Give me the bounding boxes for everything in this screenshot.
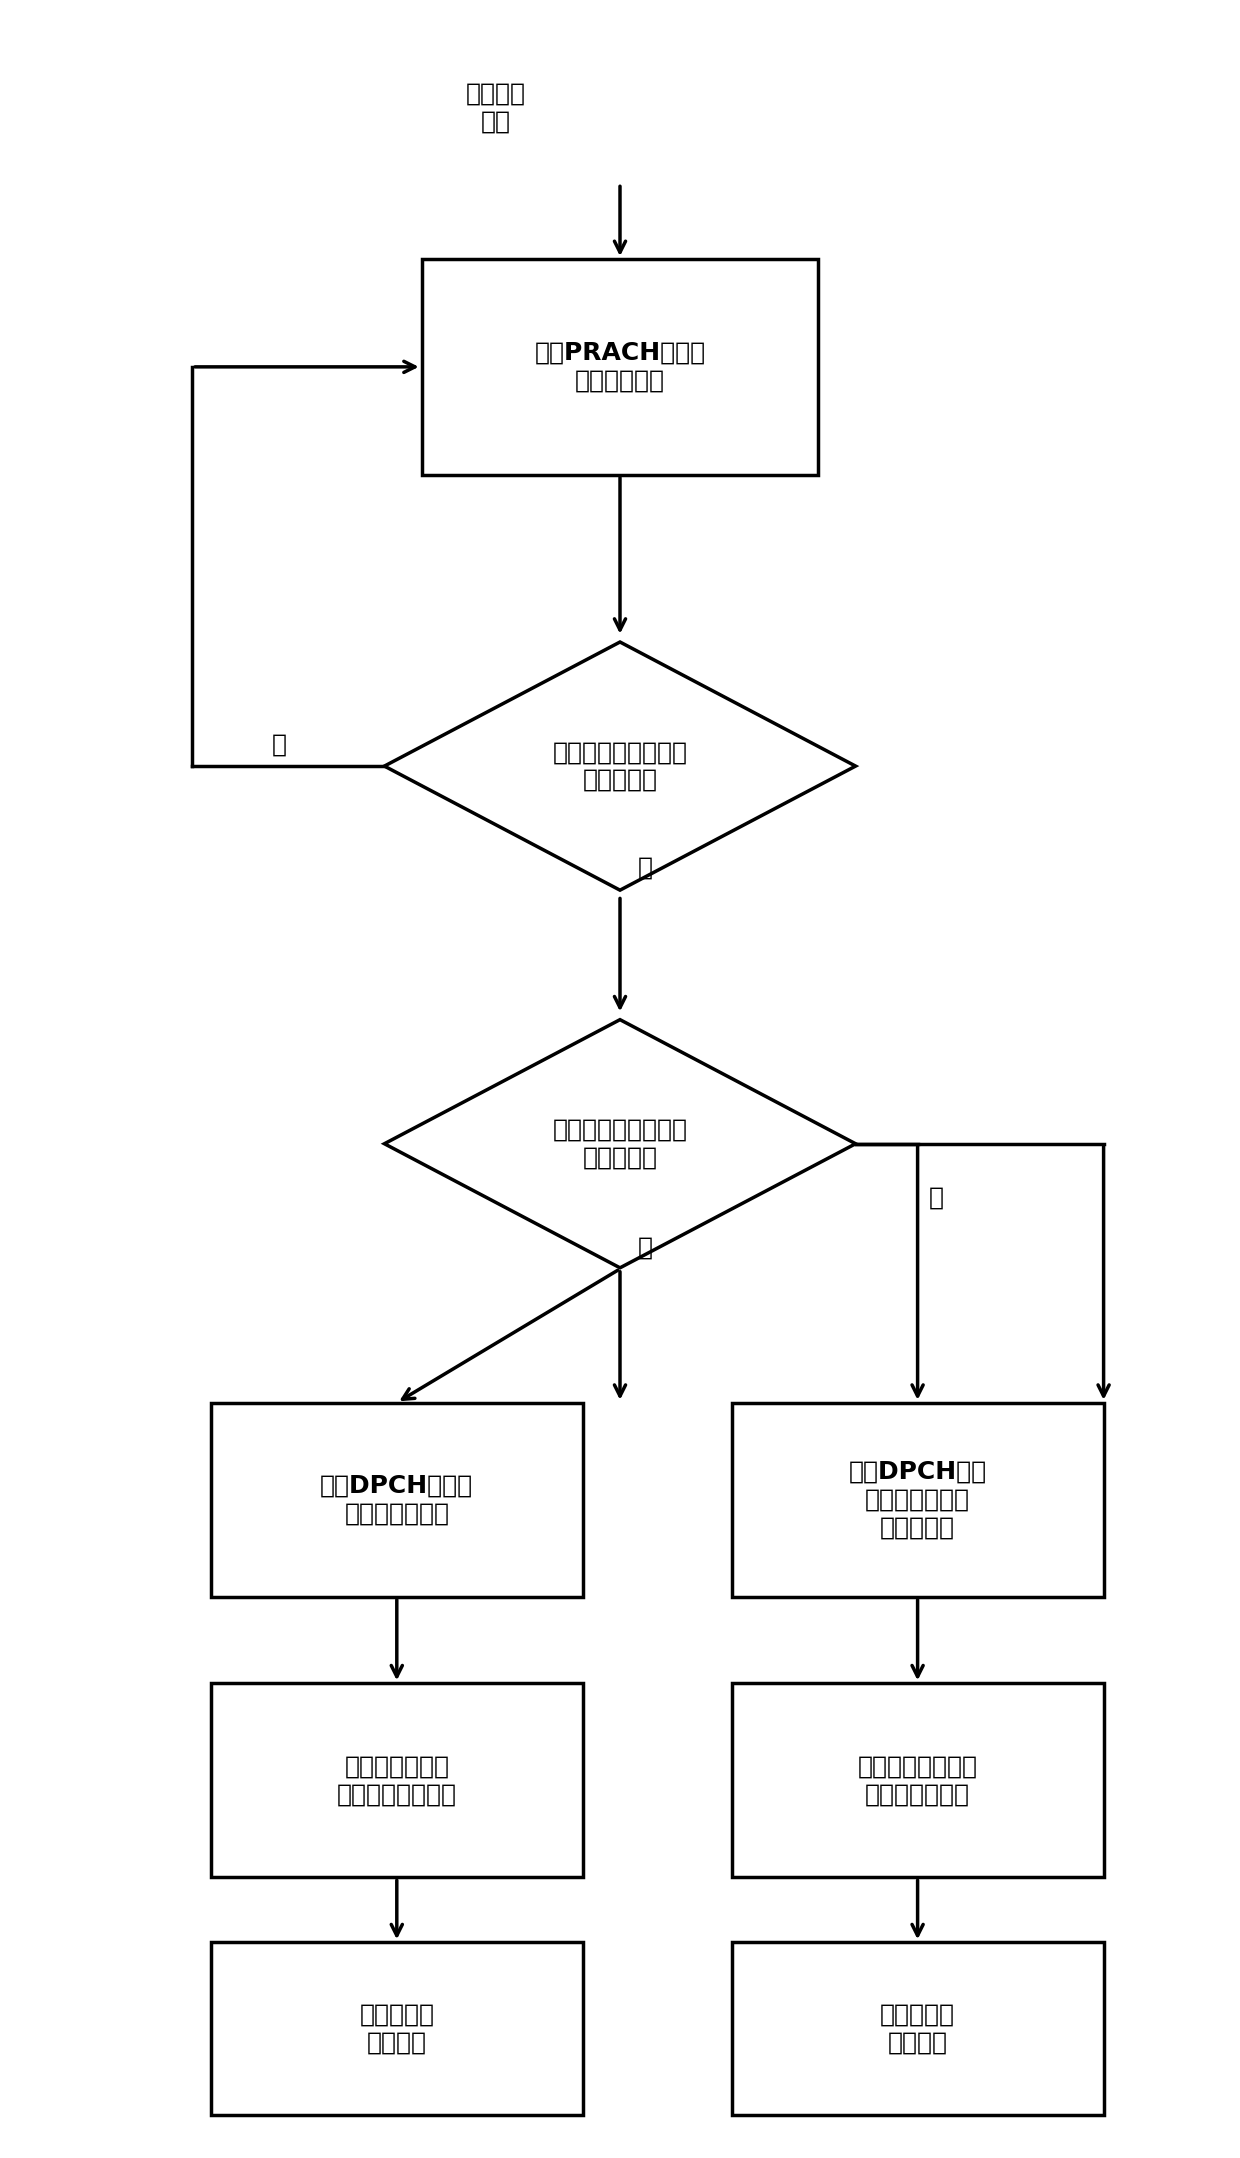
Text: 是: 是 <box>637 855 652 880</box>
Text: 输入波束
信号: 输入波束 信号 <box>466 82 526 134</box>
FancyBboxPatch shape <box>732 1942 1104 2115</box>
FancyBboxPatch shape <box>211 1403 583 1597</box>
Text: 否: 否 <box>929 1185 944 1211</box>
FancyBboxPatch shape <box>422 259 818 475</box>
FancyBboxPatch shape <box>211 1683 583 1877</box>
Text: 计算DPCH信道
宽搜索起始时间
和搜索区间: 计算DPCH信道 宽搜索起始时间 和搜索区间 <box>848 1461 987 1539</box>
Text: 计算DPCH窄搜索
起始和搜索区间: 计算DPCH窄搜索 起始和搜索区间 <box>320 1474 474 1526</box>
Text: 否: 否 <box>272 732 286 757</box>
Text: 扰码跟踪和
解扩解调: 扰码跟踪和 解扩解调 <box>360 2003 434 2054</box>
FancyBboxPatch shape <box>211 1942 583 2115</box>
Text: 下配搜索信息和
扰码、扩频码资源: 下配搜索信息和 扰码、扩频码资源 <box>337 1754 456 1806</box>
Text: 根据签名信息判断是
否可以准入: 根据签名信息判断是 否可以准入 <box>553 740 687 792</box>
Text: 下配搜索信息和扰
码、扩频码信息: 下配搜索信息和扰 码、扩频码信息 <box>858 1754 977 1806</box>
FancyBboxPatch shape <box>732 1403 1104 1597</box>
Text: 是: 是 <box>637 1234 652 1260</box>
Polygon shape <box>384 1021 856 1269</box>
Text: 根据扰码判断是否为
本波束用户: 根据扰码判断是否为 本波束用户 <box>553 1118 687 1170</box>
FancyBboxPatch shape <box>732 1683 1104 1877</box>
Text: 扰码跟踪和
解扩解调: 扰码跟踪和 解扩解调 <box>880 2003 955 2054</box>
Polygon shape <box>384 643 856 889</box>
Text: 获取PRACH接入前
导的签名信息: 获取PRACH接入前 导的签名信息 <box>534 341 706 393</box>
